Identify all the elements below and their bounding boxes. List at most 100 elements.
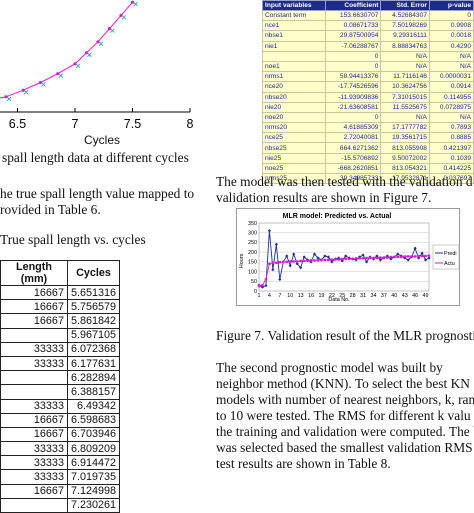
spall-cycles-cell: 6.177631 — [66, 355, 121, 372]
left-cross-marker — [133, 1, 138, 7]
mlr-x-tick-label: 7 — [278, 293, 281, 299]
reg-input-cell: nie1 — [262, 40, 326, 52]
reg-pvalue-cell: 0.037697 — [428, 172, 474, 185]
mlr-actual-point — [372, 256, 375, 260]
left-data-point — [84, 51, 89, 55]
mlr-y-tick-label: 300 — [248, 231, 257, 237]
reg-pvalue-cell: 0.421397 — [428, 142, 474, 154]
mlr-x-tick-label: 1 — [258, 293, 261, 299]
mlr-predicted-point — [316, 256, 320, 260]
left-x-axis-label: Cycles — [84, 133, 121, 147]
reg-pvalue-cell: 0.1039 — [428, 152, 474, 164]
mlr-actual-point — [361, 257, 365, 260]
reg-coefficient-cell: -17.74526596 — [324, 81, 382, 93]
mlr-actual-point — [320, 258, 323, 262]
mlr-actual-point — [327, 258, 330, 262]
spall-cycles-cell: 5.756579 — [66, 299, 121, 315]
mlr-actual-point — [275, 261, 278, 265]
mlr-actual-point — [282, 260, 285, 264]
left-x-tick-label: 7 — [72, 117, 79, 131]
mlr-actual-point — [257, 284, 261, 288]
table-row: noe20 0 N/A N/A — [262, 111, 474, 124]
right-paragraph-2-line-1: The second prognostic model was built by — [216, 360, 443, 375]
table-row: nce1 0.08671733 7.50198269 0.9908 — [262, 20, 474, 32]
reg-stderr-cell: 11.5525675 — [380, 101, 430, 113]
reg-input-cell: nie20 — [262, 101, 326, 113]
reg-coefficient-cell: -7.06288767 — [324, 40, 382, 52]
mlr-actual-point — [413, 255, 417, 258]
spall-cycles-cell: 6.388157 — [66, 384, 121, 400]
table-row: 0 N/A N/A — [262, 50, 474, 62]
mlr-chart: MLR model: Predicted vs. Actual Hours Da… — [239, 213, 460, 303]
table-row: 16667 5.756579 — [0, 299, 121, 315]
mlr-actual-point — [278, 261, 282, 264]
mlr-predicted-point — [323, 254, 327, 258]
spall-length-table: Length (mm) Cycles 16667 5.651316 16667 5.7… — [0, 260, 121, 513]
mlr-actual-point — [400, 255, 403, 259]
mlr-x-tick-label: 49 — [423, 293, 429, 299]
mlr-actual-point — [316, 259, 320, 262]
mlr-y-tick-label: 350 — [248, 221, 257, 227]
left-plot-area — [0, 0, 138, 102]
table-row: 33333 7.019735 — [0, 469, 121, 485]
mlr-chart-frame: MLR model: Predicted vs. Actual Hours Da… — [236, 208, 460, 306]
left-cross-marker — [6, 96, 12, 102]
mlr-predicted-point — [413, 246, 417, 250]
reg-pvalue-cell: 0.9908 — [428, 20, 474, 32]
reg-coefficient-cell: 664.6271362 — [324, 142, 382, 154]
mlr-actual-point — [271, 261, 275, 265]
table-row: Constant term 153.6630707 4.52684307 0 — [262, 9, 474, 22]
table-row: nrms1 58.94413376 11.7116146 0.0000031 — [262, 71, 474, 83]
mlr-actual-point — [292, 260, 295, 263]
mlr-actual-point — [396, 255, 399, 259]
figure-7-caption: Figure 7. Validation result of the MLR p… — [216, 328, 474, 343]
reg-coefficient-cell: -15.5706892 — [324, 152, 382, 164]
mlr-x-tick-label: 37 — [381, 293, 387, 299]
mlr-x-ticks: 1 4 7 10 13 16 19 22 25 28 31 34 37 40 43 46 49 — [258, 293, 429, 299]
left-data-point — [21, 88, 25, 92]
spall-length-cell — [0, 384, 68, 400]
mlr-actual-point — [410, 255, 413, 258]
mlr-y-tick-label: 150 — [248, 260, 257, 266]
left-cross-marker — [87, 52, 92, 58]
mlr-predicted-point — [420, 251, 424, 255]
mlr-actual-point — [337, 258, 340, 261]
reg-coefficient-cell: 0 — [324, 60, 382, 73]
reg-stderr-cell: 813.055908 — [380, 142, 430, 154]
left-figure-caption: spall length data at different cycles — [2, 150, 189, 165]
mlr-x-tick-label: 16 — [308, 293, 314, 299]
reg-coefficient-cell: -21.63608581 — [324, 101, 382, 113]
mlr-predicted-point — [396, 252, 400, 256]
mlr-actual-point — [424, 254, 427, 258]
table-row: noe25 -668.2620851 813.054321 0.414225 — [262, 162, 474, 175]
reg-coefficient-cell: 39.34985733 — [324, 172, 382, 185]
left-cross-marker — [58, 73, 64, 78]
mlr-actual-point — [354, 257, 358, 260]
table-row: 33333 6.177631 — [0, 355, 121, 372]
spall-length-cell: 33333 — [0, 398, 68, 414]
mlr-actual-point — [420, 254, 424, 258]
left-data-point — [107, 27, 112, 31]
mlr-actual-point — [285, 260, 288, 264]
reg-pvalue-cell: 0.114955 — [428, 91, 474, 103]
reg-coefficient-cell: 29.87500954 — [324, 30, 382, 42]
right-paragraph-1-line-2: validation results are shown in Figure 7… — [216, 190, 432, 205]
mlr-actual-point — [368, 256, 372, 260]
table-row: 16667 5.861842 — [0, 313, 121, 329]
reg-input-cell: noe20 — [262, 111, 326, 124]
table-row: 33333 6.49342 — [0, 398, 121, 414]
mlr-x-tick-label: 10 — [287, 293, 293, 299]
reg-pvalue-cell: 0.0914 — [428, 81, 474, 93]
spall-length-cell: 16667 — [0, 412, 68, 428]
left-series-line — [0, 1, 133, 99]
mlr-actual-point — [351, 257, 354, 261]
spall-length-cell: 16667 — [0, 284, 68, 301]
left-cross-marker — [110, 28, 115, 33]
mlr-y-tick-label: 250 — [248, 240, 257, 246]
reg-pvalue-cell: 0.0000031 — [428, 71, 474, 83]
right-paragraph-2-line-2: neighbor method (KNN). To select the bes… — [216, 376, 470, 391]
mlr-predicted-point — [288, 264, 292, 268]
right-paragraph-2-line-3: models with number of nearest neighbors,… — [216, 392, 474, 407]
table-row: 33333 6.914472 — [0, 455, 121, 471]
reg-coefficient-cell: 0 — [324, 50, 382, 62]
